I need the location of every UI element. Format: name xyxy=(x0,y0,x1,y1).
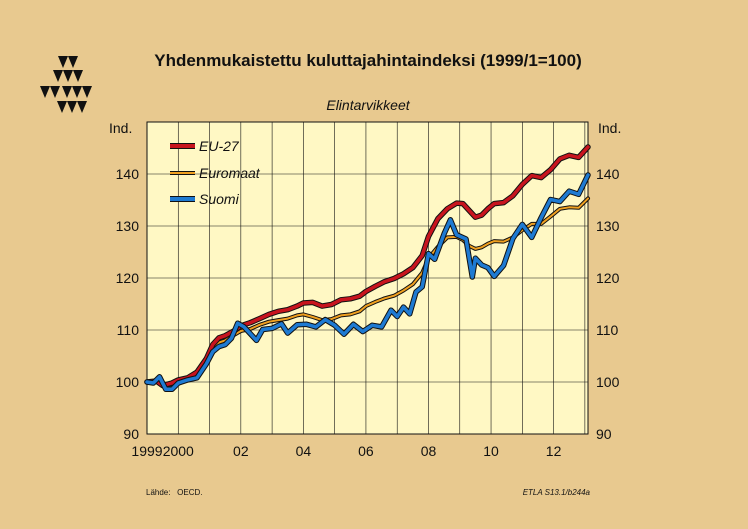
x-tick-label: 08 xyxy=(421,443,437,459)
chart-code: ETLA S13.1/b244a xyxy=(523,488,591,497)
y-tick-label-right: 90 xyxy=(596,426,612,442)
y-axis-right: 90 100 110 120 130 140 xyxy=(596,166,620,442)
y-tick-label-left: 130 xyxy=(116,218,140,234)
x-tick-label: 10 xyxy=(483,443,499,459)
x-tick-label: 02 xyxy=(233,443,249,459)
legend-label-suomi: Suomi xyxy=(199,191,240,207)
y-tick-label-right: 130 xyxy=(596,218,620,234)
legend: EU-27 Euromaat Suomi xyxy=(170,138,261,207)
x-tick-label: 2000 xyxy=(163,443,194,459)
series-line xyxy=(145,145,590,388)
legend-label-eu27: EU-27 xyxy=(199,138,240,154)
y-tick-label-left: 110 xyxy=(117,322,140,338)
y-axis-label-left: Ind. xyxy=(109,120,132,136)
series-lines xyxy=(144,144,591,393)
x-tick-label: 1999 xyxy=(131,443,162,459)
y-tick-label-left: 140 xyxy=(116,166,140,182)
y-axis-label-right: Ind. xyxy=(598,120,621,136)
y-tick-label-right: 120 xyxy=(596,270,620,286)
chart-subtitle: Elintarvikkeet xyxy=(326,97,410,113)
y-tick-label-right: 100 xyxy=(596,374,620,390)
y-tick-label-right: 140 xyxy=(596,166,620,182)
y-tick-label-left: 90 xyxy=(123,426,139,442)
y-tick-label-right: 110 xyxy=(596,322,619,338)
y-tick-label-left: 120 xyxy=(116,270,140,286)
chart-title: Yhdenmukaistettu kuluttajahintaindeksi (… xyxy=(154,51,582,70)
legend-label-euromaat: Euromaat xyxy=(199,165,261,181)
x-tick-label: 06 xyxy=(358,443,374,459)
legend-item-euromaat: Euromaat xyxy=(170,165,261,181)
y-tick-label-left: 100 xyxy=(116,374,140,390)
x-axis: 1999 2000 02 04 06 08 10 12 xyxy=(131,443,561,459)
x-tick-label: 04 xyxy=(296,443,312,459)
source-note: Lähde: OECD. xyxy=(146,488,202,497)
x-tick-label: 12 xyxy=(546,443,562,459)
series-line xyxy=(146,197,589,388)
legend-item-suomi: Suomi xyxy=(170,191,240,207)
series-line xyxy=(145,173,590,392)
etla-logo xyxy=(40,56,92,113)
y-axis-left: 90 100 110 120 130 140 xyxy=(116,166,140,442)
legend-item-eu27: EU-27 xyxy=(170,138,240,154)
